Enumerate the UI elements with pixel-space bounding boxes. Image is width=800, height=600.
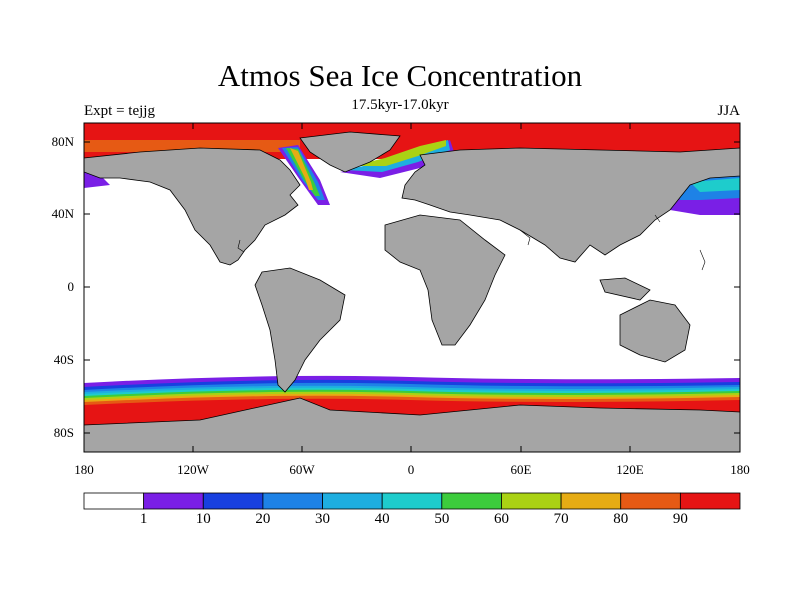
- lon-label-180e: 180: [730, 462, 750, 477]
- colorbar-tick-label: 30: [315, 511, 331, 527]
- lon-label-0: 0: [407, 462, 415, 477]
- colorbar-swatch: [381, 492, 443, 510]
- colorbar-swatch: [441, 492, 502, 510]
- experiment-label: Expt = tejjg: [84, 103, 155, 119]
- colorbar-tick-label: 10: [195, 511, 211, 527]
- colorbar-tick-label: 40: [374, 511, 390, 527]
- colorbar-swatch: [620, 492, 681, 510]
- colorbar-swatch: [143, 492, 204, 510]
- colorbar: [83, 492, 741, 510]
- lat-label-80s: 80S: [53, 425, 74, 440]
- colorbar-swatch: [83, 492, 145, 510]
- colorbar-tick-label: 90: [672, 511, 688, 527]
- lat-label-80n: 80N: [51, 134, 74, 149]
- colorbar-swatch: [560, 492, 622, 510]
- lat-label-40s: 40S: [53, 352, 74, 367]
- lon-label-120w: 120W: [177, 462, 209, 477]
- colorbar-tick-label: 60: [493, 511, 509, 527]
- time-range-subtitle: 17.5kyr-17.0kyr: [351, 97, 449, 113]
- lat-label-0: 0: [67, 279, 75, 294]
- coastline-details: [237, 214, 706, 271]
- colorbar-tick-label: 1: [139, 511, 148, 527]
- lon-label-60e: 60E: [510, 462, 532, 477]
- season-label: JJA: [717, 103, 740, 119]
- lon-label-60w: 60W: [289, 462, 315, 477]
- colorbar-tick-label: 70: [553, 511, 569, 527]
- lon-label-120e: 120E: [616, 462, 644, 477]
- colorbar-swatch: [679, 492, 741, 510]
- map-plot-area: [84, 123, 740, 452]
- lat-label-40n: 40N: [51, 206, 74, 221]
- axis-ticks: [83, 123, 741, 452]
- colorbar-tick-label: 80: [613, 511, 629, 527]
- colorbar-swatch: [262, 492, 323, 510]
- map-title: Atmos Sea Ice Concentration: [217, 58, 583, 93]
- land-masses: [84, 131, 740, 452]
- colorbar-tick-label: 50: [434, 511, 450, 527]
- colorbar-swatch: [202, 492, 264, 510]
- colorbar-tick-label: 20: [255, 511, 271, 527]
- lon-label-180w: 180: [74, 462, 94, 477]
- colorbar-swatch: [322, 492, 383, 510]
- colorbar-swatch: [501, 492, 562, 510]
